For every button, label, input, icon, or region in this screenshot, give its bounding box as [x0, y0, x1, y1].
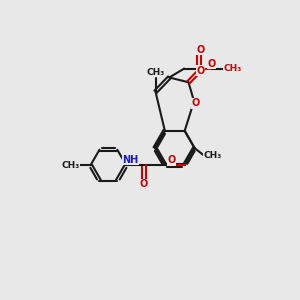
Text: O: O	[192, 98, 200, 108]
Text: CH₃: CH₃	[224, 64, 242, 73]
Text: CH₃: CH₃	[61, 161, 80, 170]
Text: NH: NH	[122, 155, 138, 165]
Text: O: O	[140, 179, 148, 189]
Text: O: O	[208, 58, 216, 69]
Text: CH₃: CH₃	[203, 152, 221, 160]
Text: O: O	[197, 66, 205, 76]
Text: O: O	[197, 45, 205, 55]
Text: CH₃: CH₃	[146, 68, 165, 77]
Text: O: O	[168, 155, 176, 165]
